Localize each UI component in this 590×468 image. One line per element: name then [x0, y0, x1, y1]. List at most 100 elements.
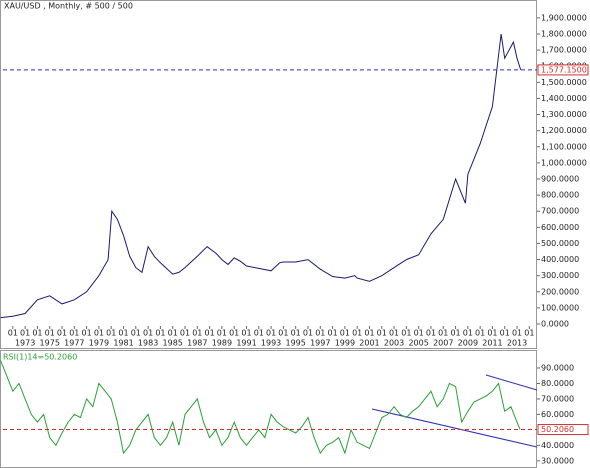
y-tick-label: 200.0000 — [541, 287, 579, 296]
x-tick-label: 01 — [278, 329, 288, 338]
x-year-label: 2005 — [408, 339, 428, 348]
y-tick-label: 90.0000 — [541, 364, 574, 373]
current-level-box — [537, 64, 589, 76]
x-year-label: 2001 — [359, 339, 379, 348]
x-tick-label: 01 — [303, 329, 313, 338]
x-tick-label: 01 — [340, 329, 350, 338]
chart-title: XAU/USD , Monthly, # 500 / 500 — [4, 2, 133, 11]
x-tick-label: 01 — [82, 329, 92, 338]
y-tick-label: 1,800.0000 — [541, 30, 587, 39]
x-tick-label: 01 — [168, 329, 178, 338]
x-year-label: 1973 — [15, 339, 35, 348]
y-tick-label: 1,000.0000 — [541, 158, 587, 167]
x-tick-label: 01 — [352, 329, 362, 338]
x-tick-label: 01 — [8, 329, 18, 338]
current-level-box — [537, 424, 589, 436]
x-tick-label: 01 — [69, 329, 79, 338]
x-tick-label: 01 — [143, 329, 153, 338]
x-year-label: 1977 — [64, 339, 84, 348]
y-tick-label: 40.0000 — [541, 441, 574, 450]
y-tick-label: 0.0000 — [541, 320, 569, 329]
current-level-label: 1,577.1500 — [541, 65, 587, 74]
x-year-label: 1985 — [163, 339, 183, 348]
x-tick-label: 01 — [463, 329, 473, 338]
x-year-label: 1991 — [236, 339, 256, 348]
x-tick-label: 01 — [315, 329, 325, 338]
x-tick-label: 01 — [180, 329, 190, 338]
x-tick-label: 01 — [364, 329, 374, 338]
y-tick-label: 70.0000 — [541, 394, 574, 403]
x-tick-label: 01 — [475, 329, 485, 338]
x-year-label: 2007 — [433, 339, 453, 348]
y-tick-label: 1,400.0000 — [541, 94, 587, 103]
x-tick-label: 01 — [438, 329, 448, 338]
x-tick-label: 01 — [512, 329, 522, 338]
x-year-label: 1975 — [40, 339, 60, 348]
x-tick-label: 01 — [401, 329, 411, 338]
x-tick-label: 01 — [377, 329, 387, 338]
y-tick-label: 30.0000 — [541, 456, 574, 465]
x-tick-label: 01 — [500, 329, 510, 338]
y-tick-label: 400.0000 — [541, 255, 579, 264]
x-year-label: 1987 — [187, 339, 207, 348]
x-year-label: 1989 — [212, 339, 232, 348]
x-year-label: 1981 — [113, 339, 133, 348]
x-year-label: 2011 — [482, 339, 502, 348]
x-tick-label: 01 — [217, 329, 227, 338]
series-line — [0, 33, 522, 319]
series-line — [0, 360, 521, 455]
x-tick-label: 01 — [106, 329, 116, 338]
x-year-label: 1983 — [138, 339, 158, 348]
y-tick-label: 300.0000 — [541, 271, 579, 280]
x-tick-label: 01 — [94, 329, 104, 338]
current-level-label: 50.2060 — [541, 425, 574, 434]
y-tick-label: 500.0000 — [541, 239, 579, 248]
y-tick-label: 1,700.0000 — [541, 46, 587, 55]
x-year-label: 2013 — [507, 339, 527, 348]
price-pane — [0, 0, 537, 349]
x-year-label: 1995 — [286, 339, 306, 348]
y-tick-label: 800.0000 — [541, 191, 579, 200]
y-tick-label: 900.0000 — [541, 175, 579, 184]
x-tick-label: 01 — [118, 329, 128, 338]
x-tick-label: 01 — [45, 329, 55, 338]
x-tick-label: 01 — [414, 329, 424, 338]
x-tick-label: 01 — [32, 329, 42, 338]
x-tick-label: 01 — [450, 329, 460, 338]
x-year-label: 2003 — [384, 339, 404, 348]
rsi-title: RSI(1)14=50.2060 — [3, 353, 77, 362]
x-tick-label: 01 — [266, 329, 276, 338]
x-tick-label: 01 — [291, 329, 301, 338]
x-tick-label: 01 — [524, 329, 534, 338]
y-tick-label: 1,200.0000 — [541, 126, 587, 135]
x-year-label: 1979 — [89, 339, 109, 348]
y-tick-label: 1,300.0000 — [541, 110, 587, 119]
y-tick-label: 100.0000 — [541, 303, 579, 312]
y-tick-label: 1,900.0000 — [541, 13, 587, 22]
x-tick-label: 01 — [57, 329, 67, 338]
trend-line — [371, 408, 538, 448]
y-tick-label: 1,500.0000 — [541, 78, 587, 87]
x-tick-label: 01 — [229, 329, 239, 338]
x-tick-label: 01 — [254, 329, 264, 338]
x-tick-label: 01 — [20, 329, 30, 338]
x-tick-label: 01 — [241, 329, 251, 338]
x-tick-label: 01 — [192, 329, 202, 338]
y-tick-label: 60.0000 — [541, 410, 574, 419]
y-tick-label: 80.0000 — [541, 379, 574, 388]
x-tick-label: 01 — [389, 329, 399, 338]
x-year-label: 1997 — [310, 339, 330, 348]
x-year-label: 1999 — [335, 339, 355, 348]
y-tick-label: 1,100.0000 — [541, 142, 587, 151]
x-tick-label: 01 — [487, 329, 497, 338]
y-tick-label: 600.0000 — [541, 223, 579, 232]
x-tick-label: 01 — [205, 329, 215, 338]
x-year-label: 1993 — [261, 339, 281, 348]
x-tick-label: 01 — [131, 329, 141, 338]
y-tick-label: 700.0000 — [541, 207, 579, 216]
x-tick-label: 01 — [155, 329, 165, 338]
trend-line — [485, 374, 538, 391]
x-tick-label: 01 — [426, 329, 436, 338]
